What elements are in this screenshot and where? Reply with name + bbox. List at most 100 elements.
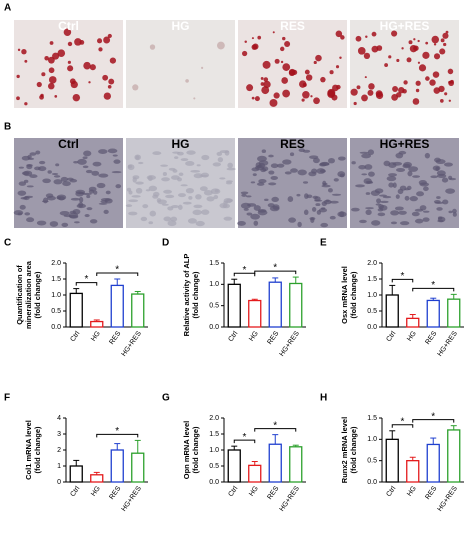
cell	[61, 222, 69, 227]
significance-mark: *	[401, 271, 405, 282]
y-tick-label: 3	[57, 431, 61, 438]
stain-dot	[439, 48, 446, 55]
error-bar	[430, 297, 437, 301]
stain-dot	[415, 88, 420, 93]
cell	[193, 204, 203, 209]
stain-dot	[431, 35, 440, 44]
condition-label: HG	[172, 137, 190, 151]
bar	[447, 429, 461, 483]
stain-dot	[103, 92, 111, 100]
cell	[82, 165, 89, 169]
stain-dot	[54, 95, 58, 98]
x-tick-label: HG	[248, 485, 260, 498]
stain-dot	[44, 55, 49, 61]
bar	[385, 438, 399, 483]
cell	[422, 217, 430, 222]
error-bar	[231, 445, 238, 450]
stain-dot	[406, 57, 412, 63]
cell	[138, 161, 144, 165]
cell	[321, 207, 326, 210]
significance-bracket	[254, 270, 297, 275]
cell	[24, 195, 34, 199]
cell	[246, 212, 253, 216]
stain-dot	[367, 89, 374, 96]
stain-dot	[447, 68, 454, 75]
cell	[216, 151, 223, 156]
cell	[18, 166, 24, 169]
significance-mark: *	[243, 432, 247, 443]
cell	[83, 150, 92, 157]
stain-dot	[448, 99, 451, 102]
y-tick-label: 1.0	[367, 292, 377, 299]
significance-bracket	[233, 272, 256, 277]
stain-dot	[320, 76, 326, 83]
cell	[126, 187, 132, 192]
x-tick-label: Ctrl	[227, 485, 239, 498]
cell	[407, 170, 413, 177]
error-bar	[114, 278, 121, 286]
stain-dot	[103, 36, 111, 44]
stain-dot	[432, 71, 440, 78]
cell	[107, 148, 118, 154]
cell	[187, 218, 197, 224]
stain-dot	[356, 85, 361, 90]
cell	[271, 196, 279, 203]
cell	[298, 148, 305, 152]
cell	[250, 213, 261, 220]
stain-dot	[301, 98, 305, 102]
cell	[39, 160, 46, 165]
stain-dot	[16, 96, 20, 101]
stain-dot	[67, 41, 73, 47]
bar	[385, 294, 399, 328]
significance-mark: *	[85, 274, 89, 285]
cell	[193, 173, 203, 179]
stain-dot	[242, 50, 248, 57]
cell	[21, 171, 30, 176]
stain-dot	[48, 76, 57, 84]
cell	[339, 211, 345, 218]
error-bar	[114, 443, 121, 450]
y-axis-label: Quantification of	[15, 265, 24, 325]
cell	[62, 181, 71, 187]
cell	[132, 177, 137, 183]
significance-mark: *	[401, 416, 405, 427]
y-axis-label: (fold change)	[191, 426, 200, 474]
cell	[408, 166, 419, 172]
stain-dot	[70, 80, 78, 89]
cell	[200, 172, 210, 178]
stain-dot	[67, 65, 74, 72]
panel-label: A	[4, 3, 11, 14]
stain-dot	[313, 97, 320, 105]
cell	[177, 204, 183, 210]
stain-dot	[97, 38, 103, 44]
cell	[365, 209, 372, 216]
y-axis-label: Col1 mRNA level	[24, 420, 33, 480]
cell	[53, 179, 63, 185]
cell	[135, 187, 143, 194]
error-bar	[389, 284, 396, 295]
error-bar	[93, 319, 100, 322]
cell	[115, 184, 122, 189]
x-tick-label: HG	[406, 485, 418, 498]
y-tick-label: 2.0	[367, 260, 377, 267]
cell	[46, 195, 56, 201]
cell	[224, 150, 230, 156]
stain-dot	[425, 41, 429, 45]
cell	[88, 186, 97, 192]
stain-dot	[260, 82, 265, 86]
bar	[248, 464, 262, 483]
cell	[416, 191, 425, 197]
stain-dot	[339, 56, 342, 59]
cell	[79, 196, 84, 203]
stain-dot	[201, 66, 204, 69]
stain-dot	[310, 95, 313, 98]
error-bar	[292, 276, 299, 284]
cell	[180, 158, 189, 162]
y-axis-label: Opn mRNA level	[182, 421, 191, 479]
cell	[185, 188, 194, 194]
condition-label: HG	[172, 19, 190, 33]
cell	[367, 149, 375, 156]
cell	[315, 203, 321, 207]
y-tick-label: 1.5	[367, 415, 377, 422]
stain-dot	[329, 70, 334, 75]
